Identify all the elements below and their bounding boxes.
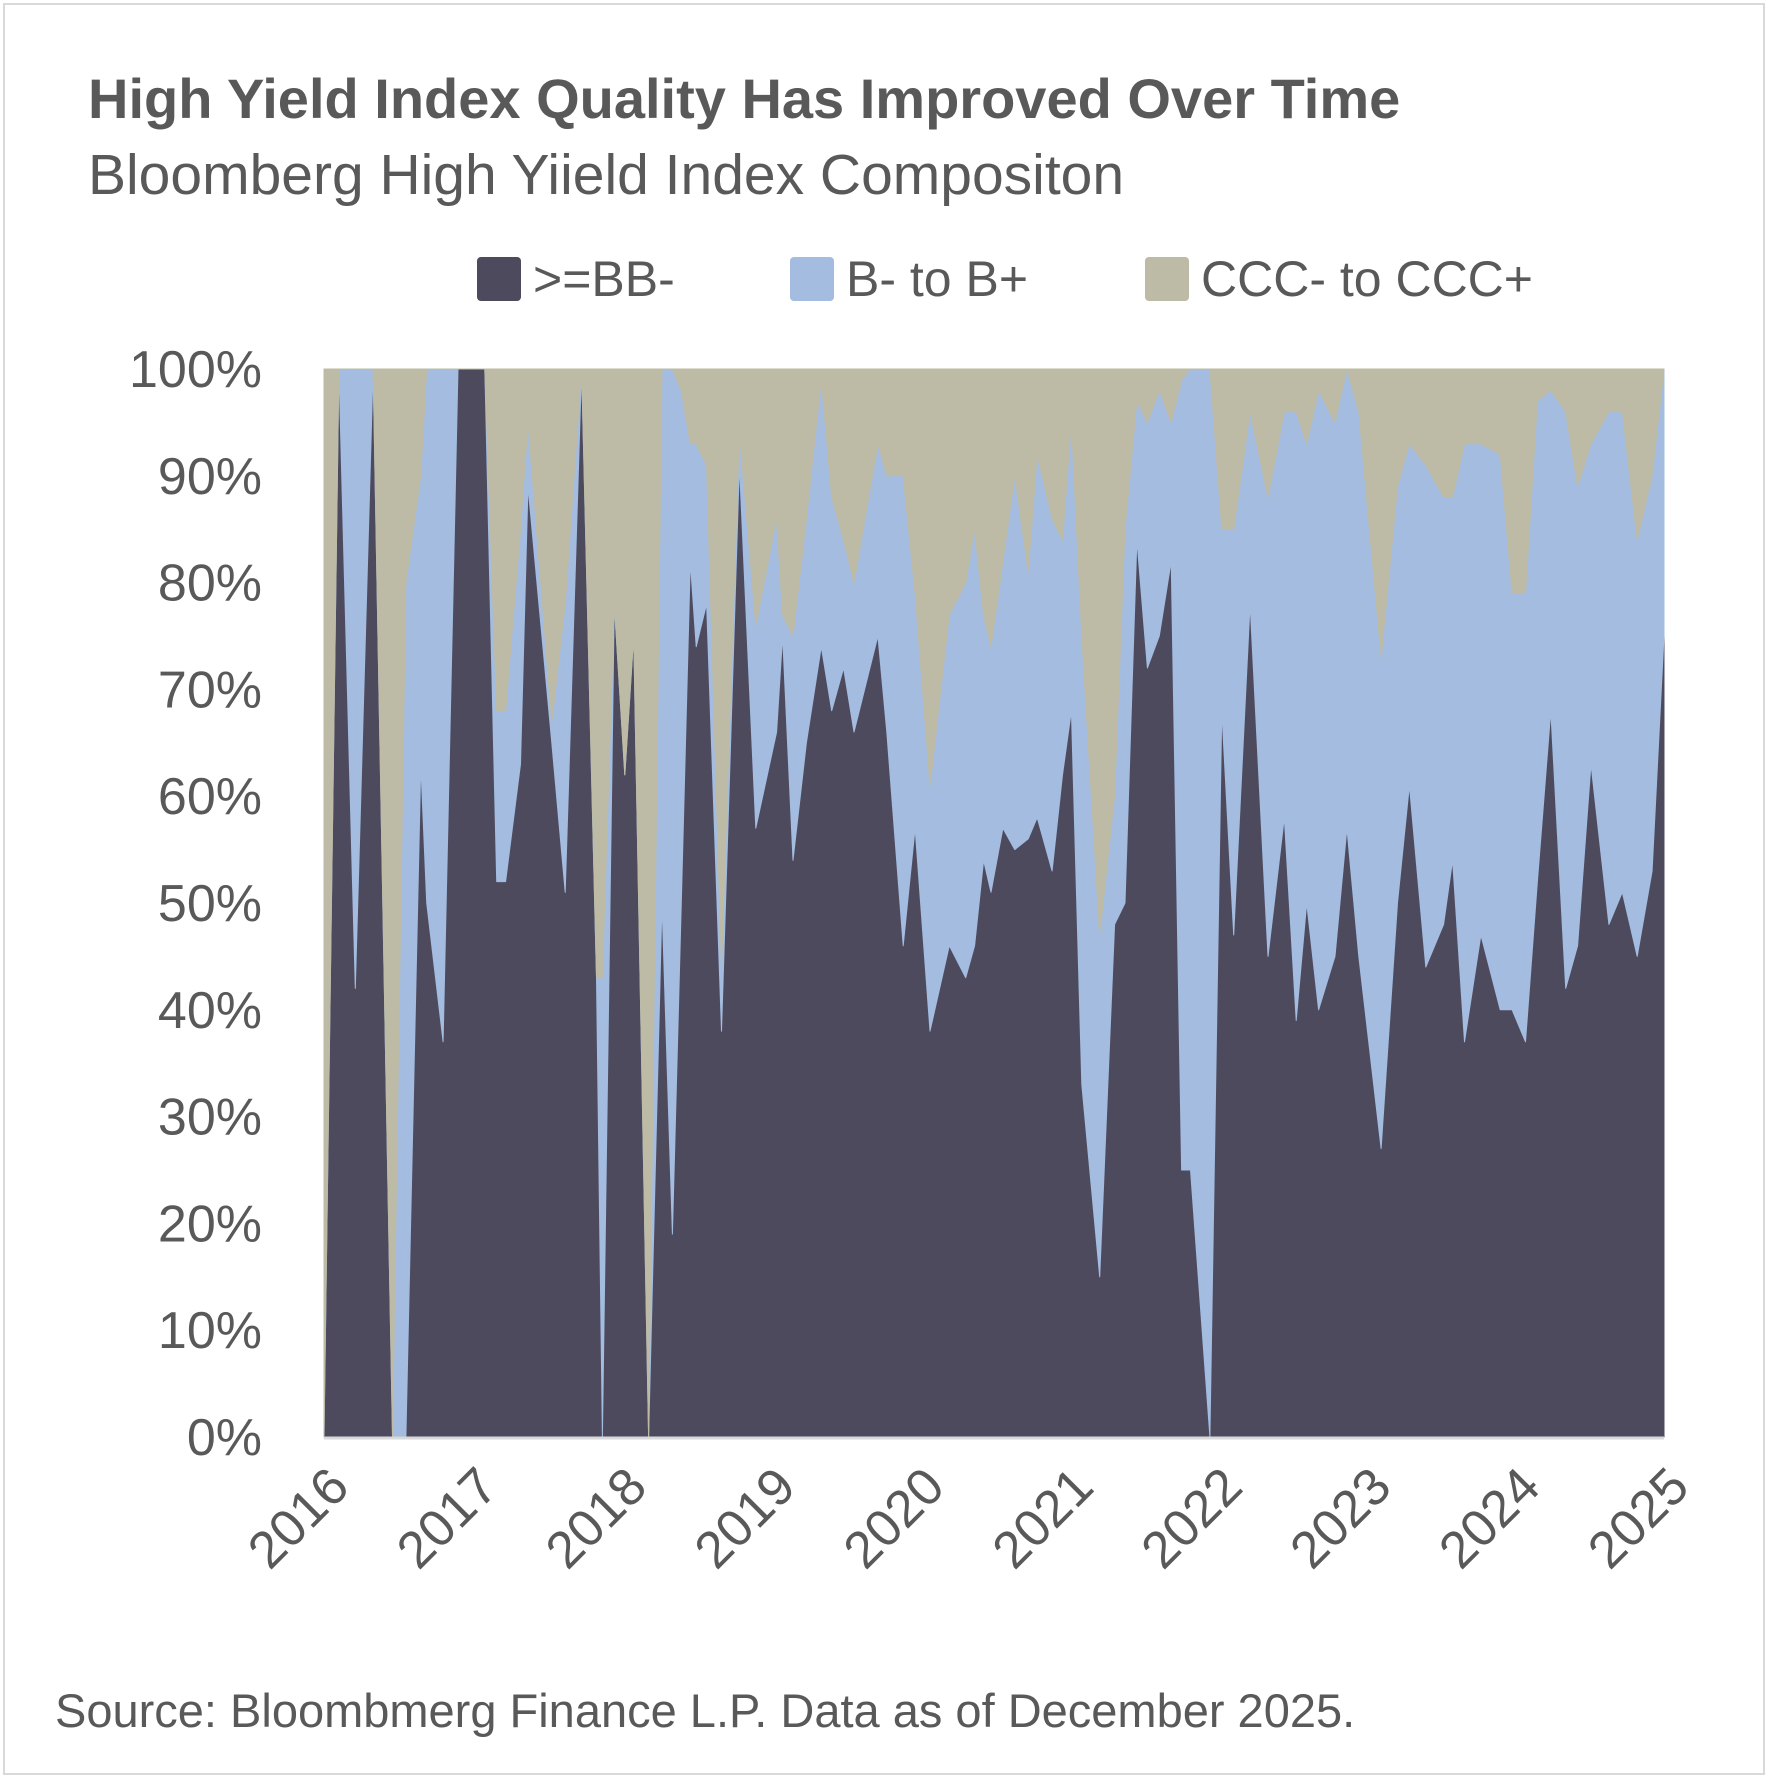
x-tick-label: 2018 — [535, 1457, 658, 1580]
legend: >=BB- B- to B+ CCC- to CCC+ — [0, 250, 1772, 310]
x-tick-label: 2017 — [386, 1457, 509, 1580]
y-tick-label: 40% — [158, 982, 262, 1040]
x-tick-label: 2022 — [1131, 1457, 1254, 1580]
legend-label-ccc: CCC- to CCC+ — [1201, 251, 1533, 307]
x-tick-label: 2021 — [982, 1457, 1105, 1580]
legend-item-b: B- to B+ — [790, 250, 1028, 308]
y-tick-label: 80% — [158, 555, 262, 613]
y-tick-label: 0% — [187, 1409, 262, 1467]
x-tick-label: 2023 — [1279, 1457, 1402, 1580]
x-tick-label: 2024 — [1428, 1457, 1551, 1580]
x-tick-label: 2020 — [833, 1457, 956, 1580]
legend-swatch-bb — [477, 257, 521, 301]
x-tick-label: 2019 — [684, 1457, 807, 1580]
legend-item-ccc: CCC- to CCC+ — [1145, 250, 1533, 308]
x-tick-label: 2016 — [237, 1457, 360, 1580]
legend-label-bb: >=BB- — [533, 251, 675, 307]
source-note: Source: Bloombmerg Finance L.P. Data as … — [55, 1684, 1356, 1737]
y-tick-label: 20% — [158, 1195, 262, 1253]
y-tick-label: 10% — [158, 1302, 262, 1360]
legend-label-b: B- to B+ — [846, 251, 1029, 307]
y-tick-label: 30% — [158, 1089, 262, 1147]
y-tick-label: 90% — [158, 448, 262, 506]
y-tick-label: 70% — [158, 661, 262, 719]
legend-item-bb: >=BB- — [477, 250, 675, 308]
legend-swatch-b — [790, 257, 834, 301]
chart-title: High Yield Index Quality Has Improved Ov… — [88, 67, 1401, 130]
area-series-ccc — [323, 368, 1665, 1438]
legend-swatch-ccc — [1145, 257, 1189, 301]
x-tick-label: 2025 — [1577, 1457, 1700, 1580]
chart-subtitle: Bloomberg High Yiield Index Compositon — [88, 143, 1125, 207]
y-tick-label: 100% — [129, 341, 262, 399]
y-tick-label: 50% — [158, 875, 262, 933]
y-tick-label: 60% — [158, 768, 262, 826]
chart-frame — [3, 3, 1765, 1775]
